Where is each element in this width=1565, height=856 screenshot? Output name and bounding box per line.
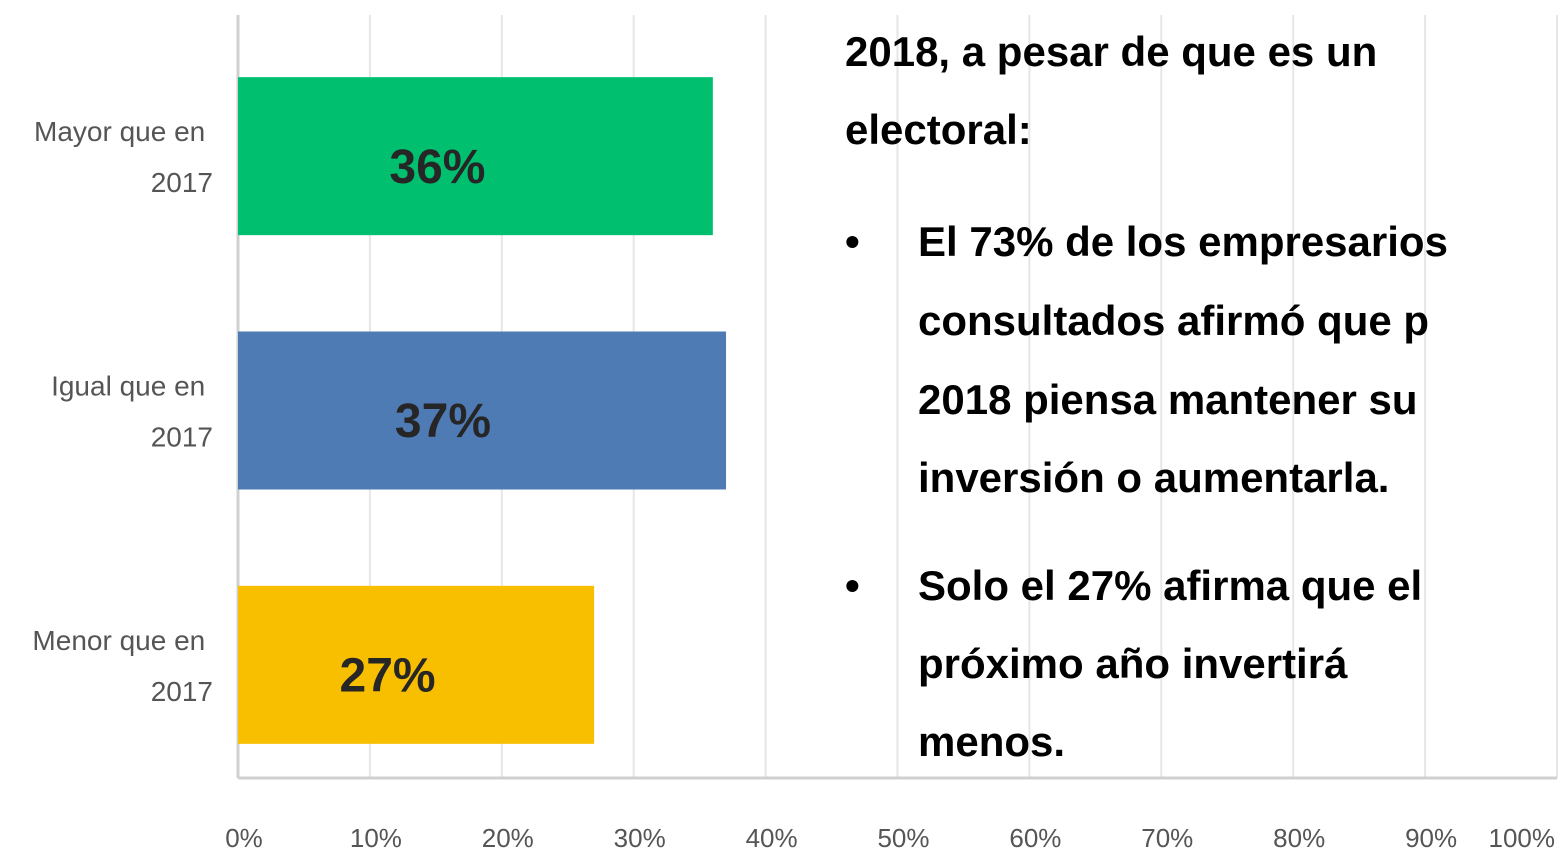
category-label: Igual que en 2017 (51, 371, 213, 453)
category-label: Menor que en 2017 (32, 625, 213, 707)
x-tick-label: 10% (350, 823, 402, 853)
category-line: Mayor que en (34, 117, 213, 148)
category-line: 2017 (151, 168, 213, 199)
x-tick-label: 100% (1489, 823, 1556, 853)
bullet-line: consultados afirmó que p (918, 297, 1430, 344)
category-line: Igual que en (51, 371, 213, 402)
bar (238, 77, 713, 236)
bar (238, 585, 595, 744)
text-panel: 2018, a pesar de que es un electoral: • El … (845, 0, 1565, 856)
bullet: • (845, 218, 860, 265)
value-label: 27% (340, 650, 436, 703)
x-tick-label: 20% (482, 823, 534, 853)
bullet-line: 2018 piensa mantener su (918, 376, 1418, 423)
category-line: Menor que en (32, 625, 213, 656)
bullet-line: El 73% de los empresarios (918, 218, 1448, 265)
bullet-line: menos. (918, 718, 1066, 765)
x-tick-label: 70% (1141, 823, 1193, 853)
bullet-line: Solo el 27% afirma que el (918, 562, 1423, 609)
x-tick-label: 40% (746, 823, 798, 853)
bullet: • (845, 562, 860, 609)
bullet-line: inversión o aumentarla. (918, 454, 1390, 501)
x-tick-label: 0% (225, 823, 263, 853)
value-label: 37% (395, 395, 491, 448)
category-line: 2017 (151, 422, 213, 453)
text-line: electoral: (845, 106, 1032, 153)
x-tick-label: 90% (1405, 823, 1457, 853)
x-tick-label: 60% (1009, 823, 1061, 853)
bar (238, 331, 727, 490)
x-tick-label: 30% (614, 823, 666, 853)
category-line: 2017 (151, 676, 213, 707)
category-label: Mayor que en 2017 (34, 117, 213, 199)
x-tick-label: 80% (1273, 823, 1325, 853)
value-label: 36% (389, 141, 485, 194)
bullet-line: próximo año invertirá (918, 640, 1348, 687)
text-line: 2018, a pesar de que es un (845, 28, 1378, 75)
x-tick-label: 50% (877, 823, 929, 853)
